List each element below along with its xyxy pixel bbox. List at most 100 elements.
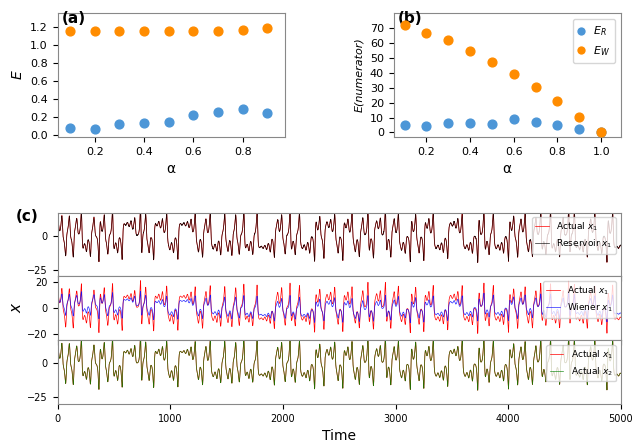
Point [531,83,541,91]
Text: (a): (a) [62,11,86,26]
Actual $x_1$ [54,225,61,230]
Actual $x_1$ [156,297,164,302]
Point [531,118,541,125]
Point [237,27,248,34]
Wiener $x_1$ [617,310,625,316]
Reservoir $x_1$ [54,225,61,230]
Wiener $x_1$ [137,289,145,294]
Reservoir $x_1$ [392,228,399,233]
Line: Reservoir $x_1$: Reservoir $x_1$ [58,207,621,262]
Point [262,25,273,32]
Wiener $x_1$ [406,320,414,325]
Point [65,28,75,35]
Reservoir $x_1$ [617,243,625,249]
Point [90,125,100,132]
Actual $x_1$ [269,366,276,372]
Actual $x_2$ [617,371,625,376]
Actual $x_1$ [137,278,145,283]
Point [443,36,453,44]
Text: (c): (c) [15,209,38,224]
Legend: $E_R$, $E_W$: $E_R$, $E_W$ [573,19,615,63]
Reservoir $x_1$ [420,258,428,263]
Point [421,29,431,36]
Point [443,119,453,126]
Point [164,119,174,126]
Wiener $x_1$ [420,318,428,324]
Y-axis label: x: x [10,304,24,313]
Actual $x_1$ [617,315,625,320]
Point [399,121,410,128]
Wiener $x_1$ [392,303,399,308]
Wiener $x_1$ [269,310,276,315]
Actual $x_2$ [137,333,145,338]
Actual $x_1$ [517,345,525,350]
Reservoir $x_1$ [474,260,481,265]
Actual $x_1$ [392,228,399,233]
Actual $x_1$ [474,331,481,336]
Actual $x_1$ [474,260,481,265]
Actual $x_2$ [474,388,481,393]
Point [237,105,248,112]
Legend: Actual $x_1$, Wiener $x_1$: Actual $x_1$, Wiener $x_1$ [543,281,616,317]
Line: Actual $x_1$: Actual $x_1$ [58,207,621,262]
Actual $x_1$ [474,383,482,388]
Reservoir $x_1$ [517,217,525,222]
Actual $x_1$ [474,388,481,393]
Actual $x_1$ [137,333,145,338]
Point [596,128,606,135]
X-axis label: α: α [166,162,176,176]
Actual $x_1$ [269,310,276,316]
Legend: Actual $x_1$, Actual $x_2$: Actual $x_1$, Actual $x_2$ [547,345,616,381]
Actual $x_1$ [517,217,525,222]
Actual $x_2$ [156,352,164,357]
Actual $x_1$ [420,385,428,391]
Actual $x_1$ [617,243,625,248]
Line: Actual $x_1$: Actual $x_1$ [58,281,621,333]
Actual $x_1$ [54,352,61,357]
Actual $x_2$ [269,366,276,372]
Actual $x_1$ [517,290,525,295]
Point [487,120,497,127]
Point [188,28,198,35]
Point [139,28,149,35]
Line: Wiener $x_1$: Wiener $x_1$ [58,291,621,323]
X-axis label: α: α [502,162,512,176]
Actual $x_1$ [269,239,276,244]
Point [213,28,223,35]
Point [65,124,75,131]
Point [552,98,563,105]
Point [164,28,174,35]
Y-axis label: E: E [11,71,24,79]
Actual $x_1$ [54,297,61,302]
Line: Actual $x_1$: Actual $x_1$ [58,335,621,390]
Point [574,113,584,120]
Actual $x_2$ [420,385,428,391]
Actual $x_2$ [54,352,61,357]
Point [487,58,497,65]
Point [188,112,198,119]
Point [114,121,124,128]
Point [399,22,410,29]
Point [509,70,519,77]
Actual $x_1$ [420,329,428,334]
Point [465,119,476,127]
Point [552,121,563,128]
Point [509,115,519,123]
Actual $x_1$ [156,352,164,357]
Line: Actual $x_2$: Actual $x_2$ [58,335,621,390]
Point [213,108,223,115]
Reservoir $x_1$ [474,256,482,261]
Actual $x_1$ [392,300,399,305]
Actual $x_1$ [474,255,482,261]
Legend: Actual $x_1$, Reservoir $x_1$: Actual $x_1$, Reservoir $x_1$ [532,217,616,254]
Actual $x_1$ [420,258,428,263]
Point [262,109,273,116]
Point [596,129,606,136]
X-axis label: Time: Time [322,429,356,443]
Actual $x_2$ [517,345,525,350]
Actual $x_1$ [137,205,145,210]
Y-axis label: E(numerator): E(numerator) [355,38,364,112]
Wiener $x_1$ [474,316,482,321]
Point [114,28,124,35]
Wiener $x_1$ [517,296,525,301]
